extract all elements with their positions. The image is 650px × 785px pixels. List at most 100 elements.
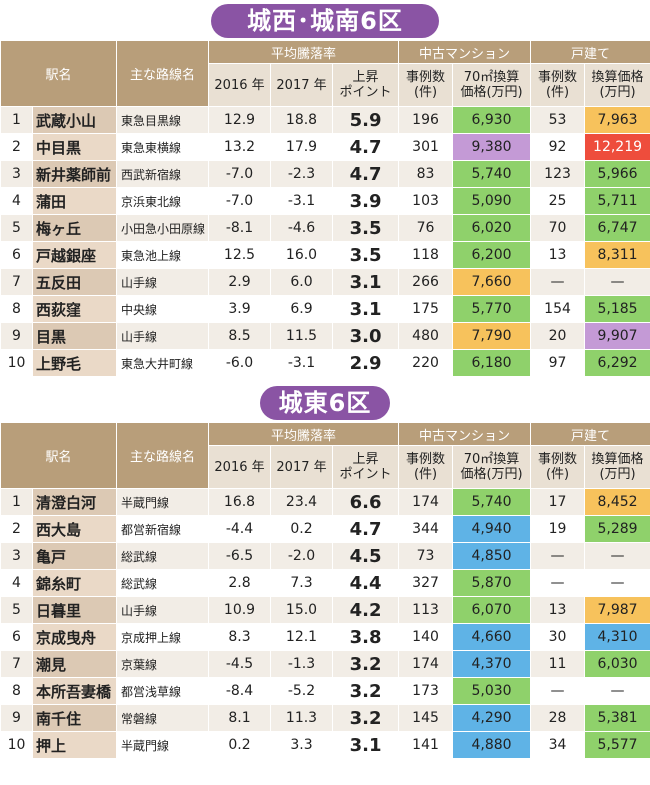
rank-cell: 6 xyxy=(1,624,33,651)
mansion-cases-cell: 327 xyxy=(399,570,453,597)
header-line: 事例数 xyxy=(406,452,445,467)
y2017-cell: -3.1 xyxy=(271,350,333,377)
y2017-cell: 11.3 xyxy=(271,705,333,732)
rank-cell: 2 xyxy=(1,134,33,161)
y2017-cell: 0.2 xyxy=(271,516,333,543)
rank-cell: 5 xyxy=(1,215,33,242)
y2016-cell: 8.1 xyxy=(209,705,271,732)
mansion-price-cell: 4,660 xyxy=(453,624,531,651)
mansion-cases-cell: 141 xyxy=(399,732,453,759)
rank-cell: 1 xyxy=(1,489,33,516)
rank-cell: 10 xyxy=(1,732,33,759)
rise-cell: 3.2 xyxy=(333,678,399,705)
rise-cell: 3.1 xyxy=(333,269,399,296)
house-price-cell: 7,963 xyxy=(585,107,650,134)
mansion-price-cell: 6,930 xyxy=(453,107,531,134)
mansion-price-cell: 7,660 xyxy=(453,269,531,296)
rank-cell: 4 xyxy=(1,188,33,215)
house-price-cell: 5,185 xyxy=(585,296,650,323)
header-line: 換算価格 xyxy=(592,70,644,85)
house-cases-cell: 70 xyxy=(531,215,585,242)
station-cell: 押上 xyxy=(33,732,117,759)
y2017-cell: 6.9 xyxy=(271,296,333,323)
rank-cell: 6 xyxy=(1,242,33,269)
station-cell: 戸越銀座 xyxy=(33,242,117,269)
rise-cell: 6.6 xyxy=(333,489,399,516)
mansion-price-cell: 4,880 xyxy=(453,732,531,759)
station-cell: 目黒 xyxy=(33,323,117,350)
station-cell: 西大島 xyxy=(33,516,117,543)
rise-cell: 4.7 xyxy=(333,134,399,161)
house-cases-cell: 53 xyxy=(531,107,585,134)
year-2017-header: 2017 年 xyxy=(271,64,333,107)
rank-cell: 8 xyxy=(1,296,33,323)
header-row: 駅名主な路線名平均騰落率中古マンション戸建て xyxy=(1,41,650,64)
rank-cell: 2 xyxy=(1,516,33,543)
house-cases-header: 事例数(件) xyxy=(531,64,585,107)
mansion-price-cell: 6,200 xyxy=(453,242,531,269)
y2017-cell: 17.9 xyxy=(271,134,333,161)
line-cell: 中央線 xyxy=(117,296,209,323)
y2017-cell: -3.1 xyxy=(271,188,333,215)
line-header: 主な路線名 xyxy=(117,41,209,107)
house-price-cell: 5,289 xyxy=(585,516,650,543)
house-price-cell: — xyxy=(585,570,650,597)
house-cases-cell: 25 xyxy=(531,188,585,215)
house-cases-cell: 13 xyxy=(531,597,585,624)
house-price-cell: 8,452 xyxy=(585,489,650,516)
station-cell: 南千住 xyxy=(33,705,117,732)
mansion-cases-cell: 174 xyxy=(399,489,453,516)
y2016-cell: -8.1 xyxy=(209,215,271,242)
station-cell: 蒲田 xyxy=(33,188,117,215)
y2017-cell: -4.6 xyxy=(271,215,333,242)
house-cases-cell: 19 xyxy=(531,516,585,543)
header-line: 70㎡換算 xyxy=(464,452,520,467)
mansion-cases-cell: 480 xyxy=(399,323,453,350)
house-price-cell: 12,219 xyxy=(585,134,650,161)
house-price-cell: 5,577 xyxy=(585,732,650,759)
mansion-price-cell: 9,380 xyxy=(453,134,531,161)
y2016-cell: 3.9 xyxy=(209,296,271,323)
mansion-price-header: 70㎡換算価格(万円) xyxy=(453,64,531,107)
mansion-header: 中古マンション xyxy=(399,41,531,64)
rank-cell: 9 xyxy=(1,705,33,732)
mansion-cases-cell: 301 xyxy=(399,134,453,161)
header-line: ポイント xyxy=(340,85,392,100)
rise-cell: 3.2 xyxy=(333,705,399,732)
mansion-cases-cell: 266 xyxy=(399,269,453,296)
y2017-cell: 6.0 xyxy=(271,269,333,296)
mansion-cases-cell: 145 xyxy=(399,705,453,732)
header-line: 事例数 xyxy=(538,70,577,85)
y2016-cell: 8.3 xyxy=(209,624,271,651)
y2017-cell: 18.8 xyxy=(271,107,333,134)
y2016-cell: -6.0 xyxy=(209,350,271,377)
y2017-cell: -2.0 xyxy=(271,543,333,570)
station-cell: 五反田 xyxy=(33,269,117,296)
rank-cell: 8 xyxy=(1,678,33,705)
house-cases-cell: — xyxy=(531,570,585,597)
rank-cell: 3 xyxy=(1,161,33,188)
mansion-cases-cell: 174 xyxy=(399,651,453,678)
house-cases-header: 事例数(件) xyxy=(531,446,585,489)
y2017-cell: 7.3 xyxy=(271,570,333,597)
house-price-cell: 9,907 xyxy=(585,323,650,350)
rise-header: 上昇ポイント xyxy=(333,64,399,107)
station-cell: 新井薬師前 xyxy=(33,161,117,188)
rank-cell: 1 xyxy=(1,107,33,134)
house-price-cell: 4,310 xyxy=(585,624,650,651)
rise-cell: 3.5 xyxy=(333,242,399,269)
line-cell: 総武線 xyxy=(117,543,209,570)
house-cases-cell: 13 xyxy=(531,242,585,269)
section-title: 城西･城南6区 xyxy=(211,4,439,38)
rank-cell: 5 xyxy=(1,597,33,624)
avg-change-header: 平均騰落率 xyxy=(209,423,399,446)
y2016-cell: 13.2 xyxy=(209,134,271,161)
